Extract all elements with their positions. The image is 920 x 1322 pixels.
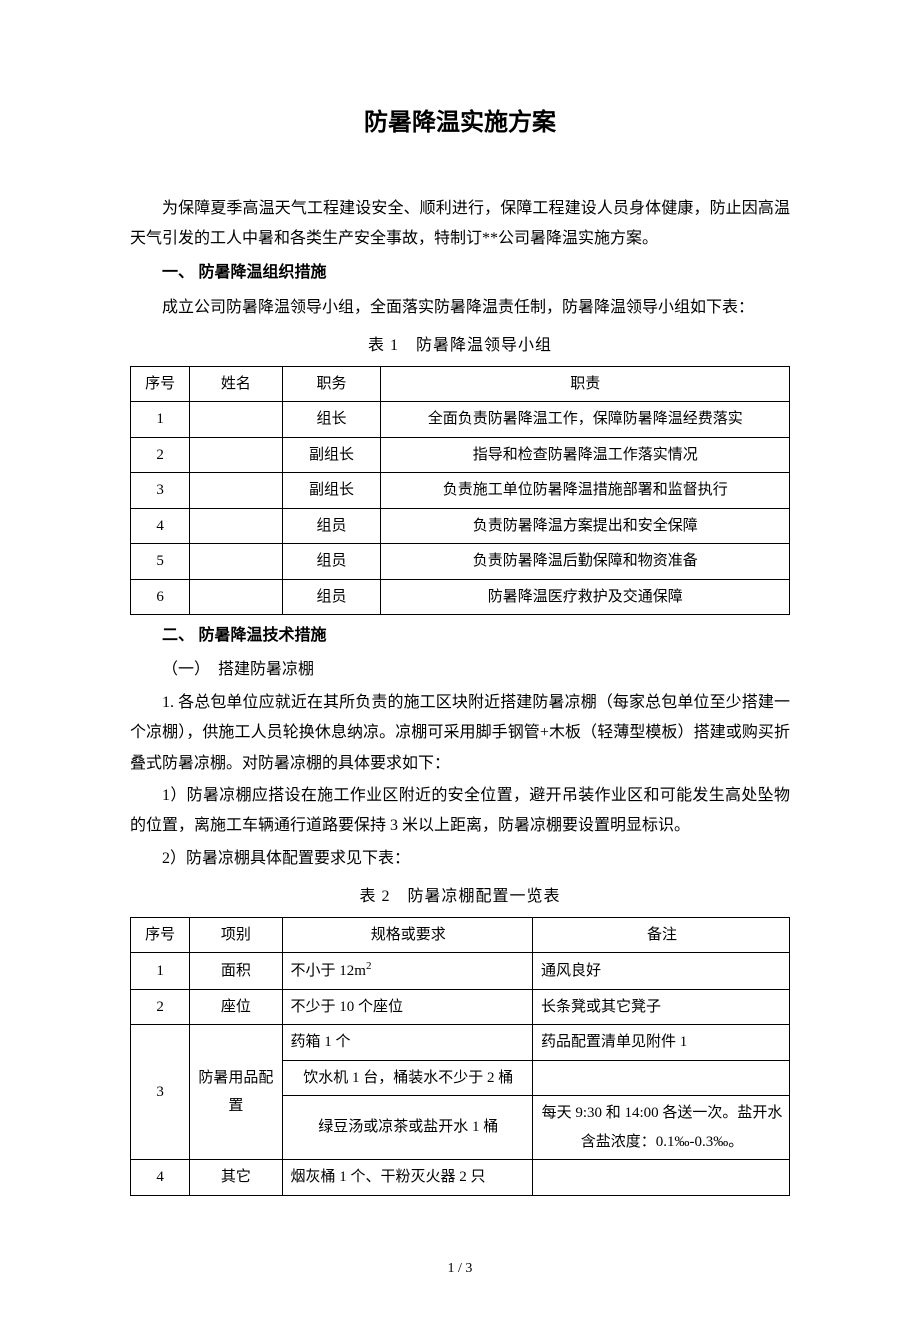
t1-cell-role: 副组长 bbox=[282, 437, 381, 473]
section-2-para1: 1. 各总包单位应就近在其所负责的施工区块附近搭建防暑凉棚（每家总包单位至少搭建… bbox=[130, 688, 790, 779]
t1-cell-no: 6 bbox=[131, 579, 190, 615]
t1-cell-no: 5 bbox=[131, 544, 190, 580]
table-1: 序号 姓名 职务 职责 1 组长 全面负责防暑降温工作，保障防暑降温经费落实 2… bbox=[130, 366, 790, 616]
t2-h-item: 项别 bbox=[190, 917, 282, 953]
table-2: 序号 项别 规格或要求 备注 1 面积 不小于 12m2 通风良好 2 座位 不… bbox=[130, 917, 790, 1196]
table-2-header-row: 序号 项别 规格或要求 备注 bbox=[131, 917, 790, 953]
t1-cell-name bbox=[190, 473, 282, 509]
t1-cell-role: 组员 bbox=[282, 579, 381, 615]
table-row: 4 其它 烟灰桶 1 个、干粉灭火器 2 只 bbox=[131, 1160, 790, 1196]
t2-cell-note bbox=[532, 1060, 789, 1096]
t2-h-no: 序号 bbox=[131, 917, 190, 953]
t2-cell-spec: 药箱 1 个 bbox=[282, 1025, 532, 1061]
t1-cell-role: 组员 bbox=[282, 544, 381, 580]
t2-cell-spec: 绿豆汤或凉茶或盐开水 1 桶 bbox=[282, 1096, 532, 1160]
table-row: 6 组员 防暑降温医疗救护及交通保障 bbox=[131, 579, 790, 615]
table-row: 4 组员 负责防暑降温方案提出和安全保障 bbox=[131, 508, 790, 544]
t1-cell-no: 3 bbox=[131, 473, 190, 509]
t1-cell-duty: 全面负责防暑降温工作，保障防暑降温经费落实 bbox=[381, 402, 790, 438]
t1-cell-name bbox=[190, 579, 282, 615]
table-row: 1 组长 全面负责防暑降温工作，保障防暑降温经费落实 bbox=[131, 402, 790, 438]
table-row: 3 副组长 负责施工单位防暑降温措施部署和监督执行 bbox=[131, 473, 790, 509]
t2-cell-no: 3 bbox=[131, 1025, 190, 1160]
t1-cell-duty: 负责防暑降温后勤保障和物资准备 bbox=[381, 544, 790, 580]
t2-cell-spec: 不少于 10 个座位 bbox=[282, 989, 532, 1025]
section-1-para: 成立公司防暑降温领导小组，全面落实防暑降温责任制，防暑降温领导小组如下表： bbox=[130, 293, 790, 323]
table-row: 2 座位 不少于 10 个座位 长条凳或其它凳子 bbox=[131, 989, 790, 1025]
doc-title: 防暑降温实施方案 bbox=[130, 100, 790, 146]
intro-paragraph: 为保障夏季高温天气工程建设安全、顺利进行，保障工程建设人员身体健康，防止因高温天… bbox=[130, 194, 790, 255]
t2-cell-note: 长条凳或其它凳子 bbox=[532, 989, 789, 1025]
section-1-heading: 一、 防暑降温组织措施 bbox=[130, 258, 790, 288]
t1-cell-name bbox=[190, 437, 282, 473]
t1-h-role: 职务 bbox=[282, 366, 381, 402]
table-row: 1 面积 不小于 12m2 通风良好 bbox=[131, 953, 790, 990]
t1-h-duty: 职责 bbox=[381, 366, 790, 402]
t1-cell-no: 1 bbox=[131, 402, 190, 438]
t1-cell-name bbox=[190, 508, 282, 544]
t2-cell-item: 座位 bbox=[190, 989, 282, 1025]
t2-cell-item: 面积 bbox=[190, 953, 282, 990]
t1-cell-role: 副组长 bbox=[282, 473, 381, 509]
t2-cell-item: 防暑用品配置 bbox=[190, 1025, 282, 1160]
t2-h-spec: 规格或要求 bbox=[282, 917, 532, 953]
t1-cell-no: 4 bbox=[131, 508, 190, 544]
table-2-caption: 表 2 防暑凉棚配置一览表 bbox=[130, 882, 790, 912]
t1-cell-role: 组员 bbox=[282, 508, 381, 544]
t1-cell-role: 组长 bbox=[282, 402, 381, 438]
section-2-sub1-heading: （一） 搭建防暑凉棚 bbox=[130, 655, 790, 685]
t2-cell-no: 1 bbox=[131, 953, 190, 990]
t2-cell-item: 其它 bbox=[190, 1160, 282, 1196]
t1-cell-name bbox=[190, 544, 282, 580]
t2-cell-note bbox=[532, 1160, 789, 1196]
t1-h-name: 姓名 bbox=[190, 366, 282, 402]
page-number: 1 / 3 bbox=[130, 1256, 790, 1283]
section-2-heading: 二、 防暑降温技术措施 bbox=[130, 621, 790, 651]
table-1-header-row: 序号 姓名 职务 职责 bbox=[131, 366, 790, 402]
section-2-para3: 2）防暑凉棚具体配置要求见下表： bbox=[130, 844, 790, 874]
t2-cell-note: 药品配置清单见附件 1 bbox=[532, 1025, 789, 1061]
t2-h-note: 备注 bbox=[532, 917, 789, 953]
t1-cell-duty: 防暑降温医疗救护及交通保障 bbox=[381, 579, 790, 615]
t1-cell-name bbox=[190, 402, 282, 438]
t2-cell-note: 通风良好 bbox=[532, 953, 789, 990]
t2-cell-spec: 烟灰桶 1 个、干粉灭火器 2 只 bbox=[282, 1160, 532, 1196]
t1-cell-no: 2 bbox=[131, 437, 190, 473]
t2-cell-spec: 饮水机 1 台，桶装水不少于 2 桶 bbox=[282, 1060, 532, 1096]
t1-cell-duty: 负责施工单位防暑降温措施部署和监督执行 bbox=[381, 473, 790, 509]
t2-cell-no: 4 bbox=[131, 1160, 190, 1196]
t2-cell-note: 每天 9:30 和 14:00 各送一次。盐开水含盐浓度：0.1‰-0.3‰。 bbox=[532, 1096, 789, 1160]
table-row: 5 组员 负责防暑降温后勤保障和物资准备 bbox=[131, 544, 790, 580]
t1-cell-duty: 指导和检查防暑降温工作落实情况 bbox=[381, 437, 790, 473]
table-1-caption: 表 1 防暑降温领导小组 bbox=[130, 331, 790, 361]
t2-cell-no: 2 bbox=[131, 989, 190, 1025]
t2-cell-spec: 不小于 12m2 bbox=[282, 953, 532, 990]
t1-cell-duty: 负责防暑降温方案提出和安全保障 bbox=[381, 508, 790, 544]
table-row: 3 防暑用品配置 药箱 1 个 药品配置清单见附件 1 bbox=[131, 1025, 790, 1061]
t1-h-no: 序号 bbox=[131, 366, 190, 402]
section-2-para2: 1）防暑凉棚应搭设在施工作业区附近的安全位置，避开吊装作业区和可能发生高处坠物的… bbox=[130, 781, 790, 842]
table-row: 2 副组长 指导和检查防暑降温工作落实情况 bbox=[131, 437, 790, 473]
